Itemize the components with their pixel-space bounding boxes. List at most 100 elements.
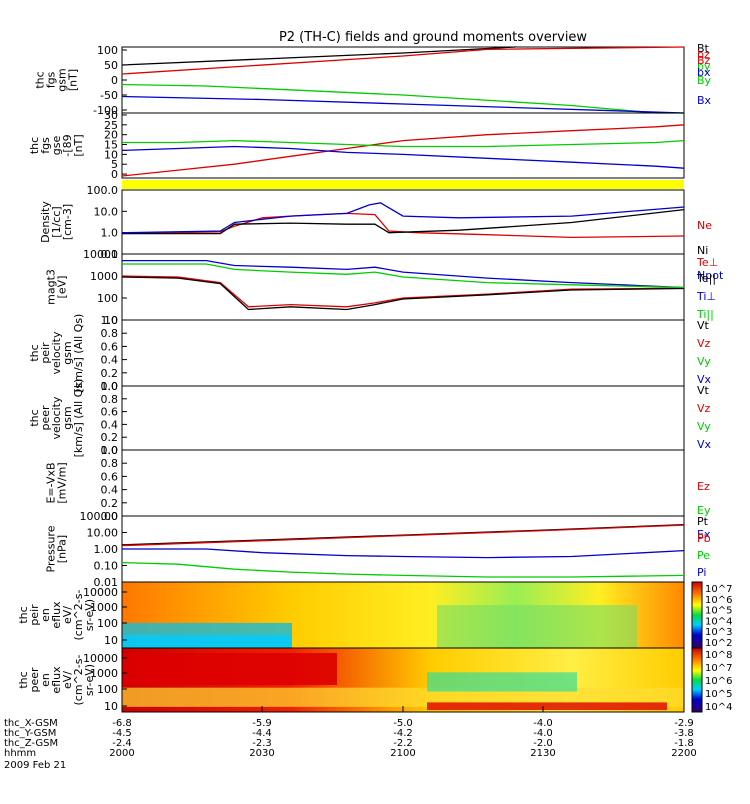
fgs-gsm-legend-1: Bt	[697, 42, 710, 55]
pressure-series-Pb	[121, 524, 685, 547]
peer-velocity-ytick-label: 1.0	[101, 380, 119, 393]
density-ytick-label: 0.1	[101, 248, 119, 261]
xaxis-tick-label: -4.0	[533, 718, 553, 729]
fgs-gsm-legend-3: by	[697, 60, 711, 73]
temperature-ylabel: [eV]	[56, 276, 69, 299]
fgs-gsm-series-bz	[121, 46, 685, 75]
peir-velocity-ylabel: velocity	[50, 331, 63, 374]
fgs-fac-ytick-label: 0	[111, 168, 118, 181]
temperature-series-Te||	[121, 276, 685, 311]
peer-eflux-ylabel: (cm^2-s-	[72, 655, 85, 706]
fgs-gsm-series-bx	[121, 95, 685, 114]
xaxis-tick-label: -6.8	[112, 718, 132, 729]
fgs-gsm-series-Bt	[121, 46, 516, 66]
low-energy-band	[122, 634, 292, 648]
temperature-series-Te⊥	[121, 275, 685, 308]
pressure-ytick-label: 1.00	[94, 543, 119, 556]
efield-ytick-label: 1.0	[101, 444, 119, 457]
temperature-legend-3: Ti⊥	[696, 290, 716, 303]
peer-eflux-ytick-label: 100	[97, 683, 118, 696]
peer-velocity-ylabel: peer	[39, 405, 52, 431]
peir-velocity-ytick-label: 0.4	[101, 354, 119, 367]
fgs-gsm-legend-2: bz	[697, 48, 710, 61]
efield-ytick-label: 0.6	[101, 470, 119, 483]
efield-ytick-label: 0.8	[101, 457, 119, 470]
pressure-ytick-label: 0.10	[94, 560, 119, 573]
fgs-fac-panel-frame	[121, 112, 685, 179]
xaxis-tick-label: -5.9	[252, 718, 272, 729]
density-ylabel: [cm-3]	[61, 204, 74, 240]
density-legend-3: Npot	[697, 269, 724, 282]
temperature-ytick-label: 1000	[90, 270, 118, 283]
mid-energy-band	[427, 672, 577, 692]
xaxis-tick-label: -5.0	[393, 718, 413, 729]
pressure-legend-3: Pe	[697, 549, 710, 562]
temperature-ytick-label: 10	[104, 314, 118, 327]
fgs-gsm-panel-frame	[121, 46, 685, 114]
xaxis-tick-label: -2.0	[533, 738, 553, 749]
xaxis-tick-label: -2.3	[252, 738, 272, 749]
xaxis-tick-label: 2000	[109, 748, 134, 759]
temperature-ytick-label: 10000	[83, 248, 118, 261]
peer-velocity-ylabel: [km/s] (All Qs)	[72, 379, 85, 458]
quality-flag-bar	[122, 180, 684, 189]
peer-eflux-colorbar-tick: 10^7	[705, 663, 732, 674]
fgs-fac-series-By	[122, 139, 685, 148]
fgs-fac-ylabel: thc	[28, 137, 41, 154]
peir-eflux-colorbar-tick: 10^2	[705, 638, 732, 649]
fgs-gsm-ylabel: [nT]	[67, 69, 80, 91]
peir-eflux-ytick-label: 1000	[90, 601, 118, 614]
peir-velocity-ylabel: peir	[39, 342, 52, 364]
xaxis-tick-label: 2130	[530, 748, 555, 759]
density-legend-2: Ni	[697, 244, 708, 257]
xaxis-row-label: thc_X-GSM	[4, 718, 58, 729]
fgs-gsm-ylabel: fgs	[45, 71, 58, 88]
peir-velocity-ytick-label: 0.2	[101, 367, 119, 380]
peer-eflux-colorbar-tick: 10^8	[705, 650, 732, 661]
peer-velocity-ytick-label: 0.0	[101, 444, 119, 457]
peir-velocity-ytick-label: 0.6	[101, 340, 119, 353]
peir-eflux-ytick-label: 100	[97, 617, 118, 630]
peir-velocity-ytick-label: 0.0	[101, 380, 119, 393]
peir-velocity-legend-4: Vx	[697, 373, 712, 386]
temperature-legend-2: Te||	[696, 272, 716, 285]
fgs-fac-legend-1: Bz	[697, 54, 711, 67]
pressure-legend-2: Pb	[697, 532, 711, 545]
density-ylabel: [1/cc]	[50, 206, 63, 237]
peer-eflux-colorbar	[691, 647, 703, 713]
peer-eflux-colorbar-tick: 10^4	[705, 702, 732, 713]
density-series-Ni	[122, 208, 685, 235]
density-legend-1: Ne	[697, 219, 712, 232]
xaxis-tick-label: -1.8	[674, 738, 694, 749]
peer-velocity-ylabel: gsm	[61, 406, 74, 429]
fgs-fac-legend-3: Bx	[697, 94, 712, 107]
peer-eflux-ylabel: thc	[17, 671, 30, 688]
fgs-gsm-ytick-label: -50	[100, 89, 118, 102]
peir-velocity-ytick-label: 1.0	[101, 314, 119, 327]
xaxis-tick-label: 2200	[671, 748, 696, 759]
fgs-gsm-ytick-label: 50	[104, 59, 118, 72]
fgs-fac-ytick-label: 5	[111, 158, 118, 171]
peir-velocity-legend-3: Vy	[697, 355, 711, 368]
peir-eflux-ylabel: peir	[28, 604, 41, 626]
peer-velocity-legend-1: Vt	[697, 384, 710, 397]
fgs-gsm-ytick-label: -100	[93, 104, 118, 117]
peer-eflux-ylabel: en	[39, 673, 52, 687]
peir-eflux-colorbar-tick: 10^7	[705, 584, 732, 595]
fgs-fac-ytick-label: 25	[104, 119, 118, 132]
efield-legend-3: Ex	[697, 528, 711, 541]
peir-eflux-ytick-label: 10	[104, 634, 118, 647]
peir-eflux-ytick-label: 10000	[83, 586, 118, 599]
peir-eflux-colorbar-tick: 10^5	[705, 606, 732, 617]
peir-velocity-legend-2: Vz	[697, 337, 711, 350]
peir-eflux-ylabel: thc	[17, 606, 30, 623]
xaxis-tick-label: -2.4	[112, 738, 132, 749]
peer-velocity-ylabel: thc	[28, 409, 41, 426]
xaxis-tick-label: -4.4	[252, 728, 272, 739]
peer-eflux-ytick-label: 10000	[83, 652, 118, 665]
temperature-legend-1: Te⊥	[696, 256, 718, 269]
pressure-ylabel: Pressure	[45, 525, 58, 572]
pressure-ytick-label: 10.00	[87, 527, 119, 540]
peir-velocity-legend-1: Vt	[697, 319, 710, 332]
